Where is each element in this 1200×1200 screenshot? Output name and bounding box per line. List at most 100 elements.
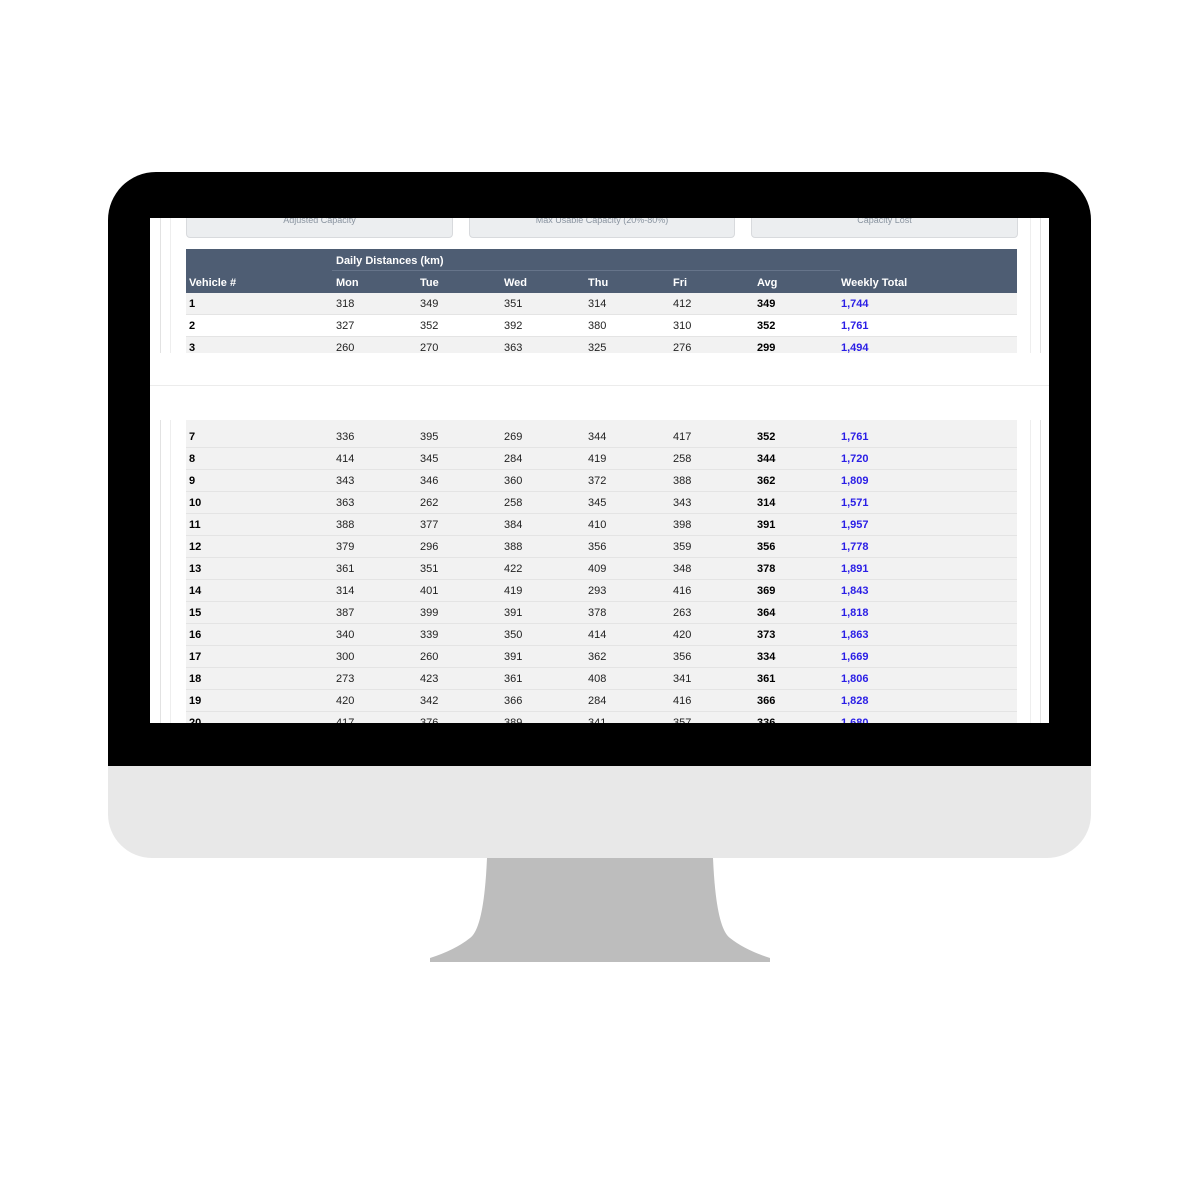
vehicle-cell: 13 bbox=[189, 563, 202, 575]
table-row: 18 273 423 361 408 341 361 1,806 bbox=[186, 668, 1017, 690]
col-vehicle: Vehicle # bbox=[189, 277, 237, 289]
weekly-total-cell: 1,891 bbox=[841, 563, 869, 575]
tue-cell: 342 bbox=[420, 695, 439, 707]
overlay-band bbox=[150, 353, 1049, 420]
wed-cell: 351 bbox=[504, 298, 523, 310]
wed-cell: 361 bbox=[504, 673, 523, 685]
avg-cell: 314 bbox=[757, 497, 776, 509]
fri-cell: 416 bbox=[673, 585, 692, 597]
col-tue: Tue bbox=[420, 277, 439, 289]
tue-cell: 401 bbox=[420, 585, 439, 597]
mon-cell: 388 bbox=[336, 519, 355, 531]
fri-cell: 310 bbox=[673, 320, 692, 332]
avg-cell: 366 bbox=[757, 695, 776, 707]
mon-cell: 387 bbox=[336, 607, 355, 619]
fri-cell: 258 bbox=[673, 453, 692, 465]
tue-cell: 399 bbox=[420, 607, 439, 619]
wed-cell: 258 bbox=[504, 497, 523, 509]
table-row: 17 300 260 391 362 356 334 1,669 bbox=[186, 646, 1017, 668]
table-row: 12 379 296 388 356 359 356 1,778 bbox=[186, 536, 1017, 558]
monitor-stand bbox=[430, 858, 770, 962]
avg-cell: 299 bbox=[757, 342, 776, 354]
wed-cell: 389 bbox=[504, 717, 523, 723]
fri-cell: 276 bbox=[673, 342, 692, 354]
weekly-total-cell: 1,744 bbox=[841, 298, 869, 310]
mon-cell: 343 bbox=[336, 475, 355, 487]
thu-cell: 409 bbox=[588, 563, 607, 575]
wed-cell: 363 bbox=[504, 342, 523, 354]
distances-table-continued: 7 336 395 269 344 417 352 1,761 8 414 345 284 419 258… bbox=[186, 420, 1017, 723]
thu-cell: 410 bbox=[588, 519, 607, 531]
fri-cell: 420 bbox=[673, 629, 692, 641]
vehicle-cell: 19 bbox=[189, 695, 202, 707]
weekly-total-cell: 1,720 bbox=[841, 453, 869, 465]
vehicle-cell: 16 bbox=[189, 629, 202, 641]
monitor-chin bbox=[108, 766, 1091, 858]
weekly-total-cell: 1,761 bbox=[841, 320, 869, 332]
fri-cell: 343 bbox=[673, 497, 692, 509]
divider bbox=[150, 385, 1049, 386]
tue-cell: 296 bbox=[420, 541, 439, 553]
avg-cell: 336 bbox=[757, 717, 776, 723]
capacity-lost-card: Capacity Lost bbox=[751, 218, 1018, 238]
col-mon: Mon bbox=[336, 277, 359, 289]
mon-cell: 318 bbox=[336, 298, 355, 310]
table-row: 10 363 262 258 345 343 314 1,571 bbox=[186, 492, 1017, 514]
wed-cell: 392 bbox=[504, 320, 523, 332]
vehicle-cell: 8 bbox=[189, 453, 196, 465]
wed-cell: 388 bbox=[504, 541, 523, 553]
avg-cell: 378 bbox=[757, 563, 776, 575]
mon-cell: 273 bbox=[336, 673, 355, 685]
mon-cell: 379 bbox=[336, 541, 355, 553]
fri-cell: 417 bbox=[673, 431, 692, 443]
tue-cell: 262 bbox=[420, 497, 439, 509]
tue-cell: 395 bbox=[420, 431, 439, 443]
avg-cell: 349 bbox=[757, 298, 776, 310]
avg-cell: 361 bbox=[757, 673, 776, 685]
mon-cell: 300 bbox=[336, 651, 355, 663]
table-row: 7 336 395 269 344 417 352 1,761 bbox=[186, 426, 1017, 448]
table-row: 16 340 339 350 414 420 373 1,863 bbox=[186, 624, 1017, 646]
tue-cell: 377 bbox=[420, 519, 439, 531]
wed-cell: 350 bbox=[504, 629, 523, 641]
mon-cell: 420 bbox=[336, 695, 355, 707]
col-fri: Fri bbox=[673, 277, 688, 289]
tue-cell: 345 bbox=[420, 453, 439, 465]
weekly-total-cell: 1,818 bbox=[841, 607, 869, 619]
wed-cell: 284 bbox=[504, 453, 523, 465]
vehicle-cell: 17 bbox=[189, 651, 202, 663]
weekly-total-cell: 1,843 bbox=[841, 585, 869, 597]
thu-cell: 414 bbox=[588, 629, 607, 641]
tue-cell: 351 bbox=[420, 563, 439, 575]
thu-cell: 341 bbox=[588, 717, 607, 723]
table-row: 11 388 377 384 410 398 391 1,957 bbox=[186, 514, 1017, 536]
table-row: 19 420 342 366 284 416 366 1,828 bbox=[186, 690, 1017, 712]
avg-cell: 369 bbox=[757, 585, 776, 597]
mon-cell: 361 bbox=[336, 563, 355, 575]
col-wed: Wed bbox=[504, 277, 528, 289]
table-row: 2 327 352 392 380 310 352 1,761 bbox=[186, 315, 1017, 337]
weekly-total-cell: 1,809 bbox=[841, 475, 869, 487]
wed-cell: 391 bbox=[504, 651, 523, 663]
adjusted-capacity-card: Adjusted Capacity bbox=[186, 218, 453, 238]
table-row: 20 417 376 389 341 357 336 1,680 bbox=[186, 712, 1017, 723]
mon-cell: 417 bbox=[336, 717, 355, 723]
thu-cell: 372 bbox=[588, 475, 607, 487]
vehicle-cell: 14 bbox=[189, 585, 202, 597]
avg-cell: 352 bbox=[757, 320, 776, 332]
distances-table: Daily Distances (km) Vehicle # Mon Tue W… bbox=[186, 249, 1017, 359]
wed-cell: 366 bbox=[504, 695, 523, 707]
fri-cell: 359 bbox=[673, 541, 692, 553]
table-header: Daily Distances (km) Vehicle # Mon Tue W… bbox=[186, 249, 1017, 293]
tue-cell: 352 bbox=[420, 320, 439, 332]
fri-cell: 412 bbox=[673, 298, 692, 310]
fri-cell: 341 bbox=[673, 673, 692, 685]
weekly-total-cell: 1,778 bbox=[841, 541, 869, 553]
avg-cell: 356 bbox=[757, 541, 776, 553]
vehicle-cell: 10 bbox=[189, 497, 202, 509]
vehicle-cell: 20 bbox=[189, 717, 202, 723]
thu-cell: 362 bbox=[588, 651, 607, 663]
wed-cell: 269 bbox=[504, 431, 523, 443]
tue-cell: 423 bbox=[420, 673, 439, 685]
tue-cell: 260 bbox=[420, 651, 439, 663]
